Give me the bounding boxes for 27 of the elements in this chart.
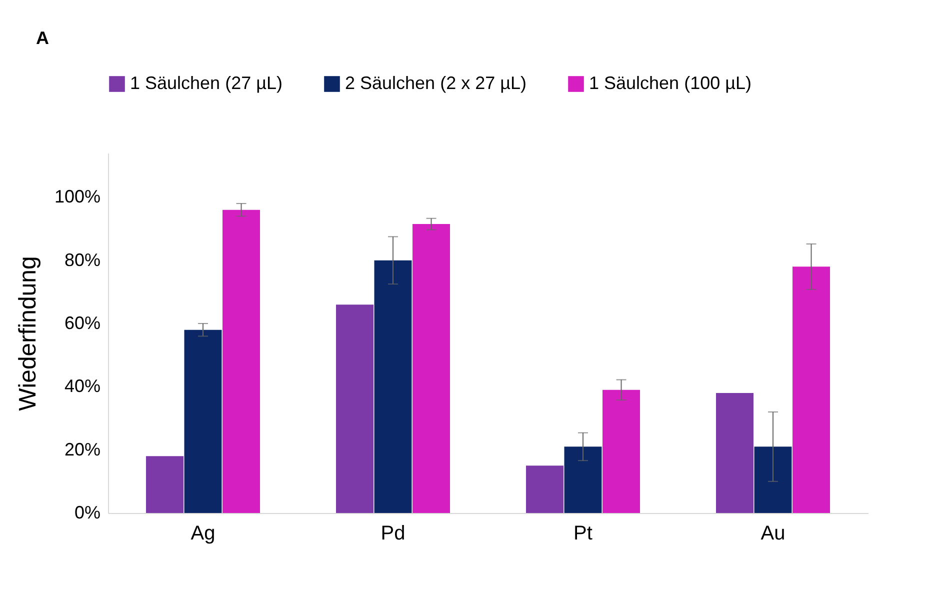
- bar: [526, 466, 564, 513]
- y-tick-label: 100%: [54, 186, 100, 207]
- bar: [146, 456, 184, 513]
- y-tick-label: 40%: [64, 376, 100, 396]
- x-tick-label: Pd: [380, 522, 406, 544]
- legend-label: 1 Säulchen (100 µL): [589, 73, 752, 93]
- bar: [716, 393, 754, 513]
- bar: [602, 390, 640, 513]
- text: A: [36, 28, 49, 49]
- y-tick-label: 60%: [64, 313, 100, 334]
- bar: [792, 266, 830, 513]
- bar: [412, 224, 450, 513]
- bar: [184, 330, 222, 513]
- legend-label: 1 Säulchen (27 µL): [130, 73, 282, 93]
- bar: [374, 260, 412, 513]
- y-tick-label: 0%: [74, 502, 100, 522]
- x-tick-label: Pt: [574, 522, 593, 544]
- x-tick-label: Au: [760, 522, 786, 544]
- bar: [564, 446, 602, 513]
- bar: [336, 304, 374, 513]
- x-tick-label: Ag: [190, 522, 216, 544]
- bar: [222, 210, 260, 513]
- y-tick-label: 20%: [64, 439, 100, 460]
- y-axis-title: Wiederfindung: [14, 256, 42, 411]
- bar: [754, 446, 792, 513]
- y-tick-label: 80%: [64, 250, 100, 270]
- legend-label: 2 Säulchen (2 x 27 µL): [345, 73, 526, 93]
